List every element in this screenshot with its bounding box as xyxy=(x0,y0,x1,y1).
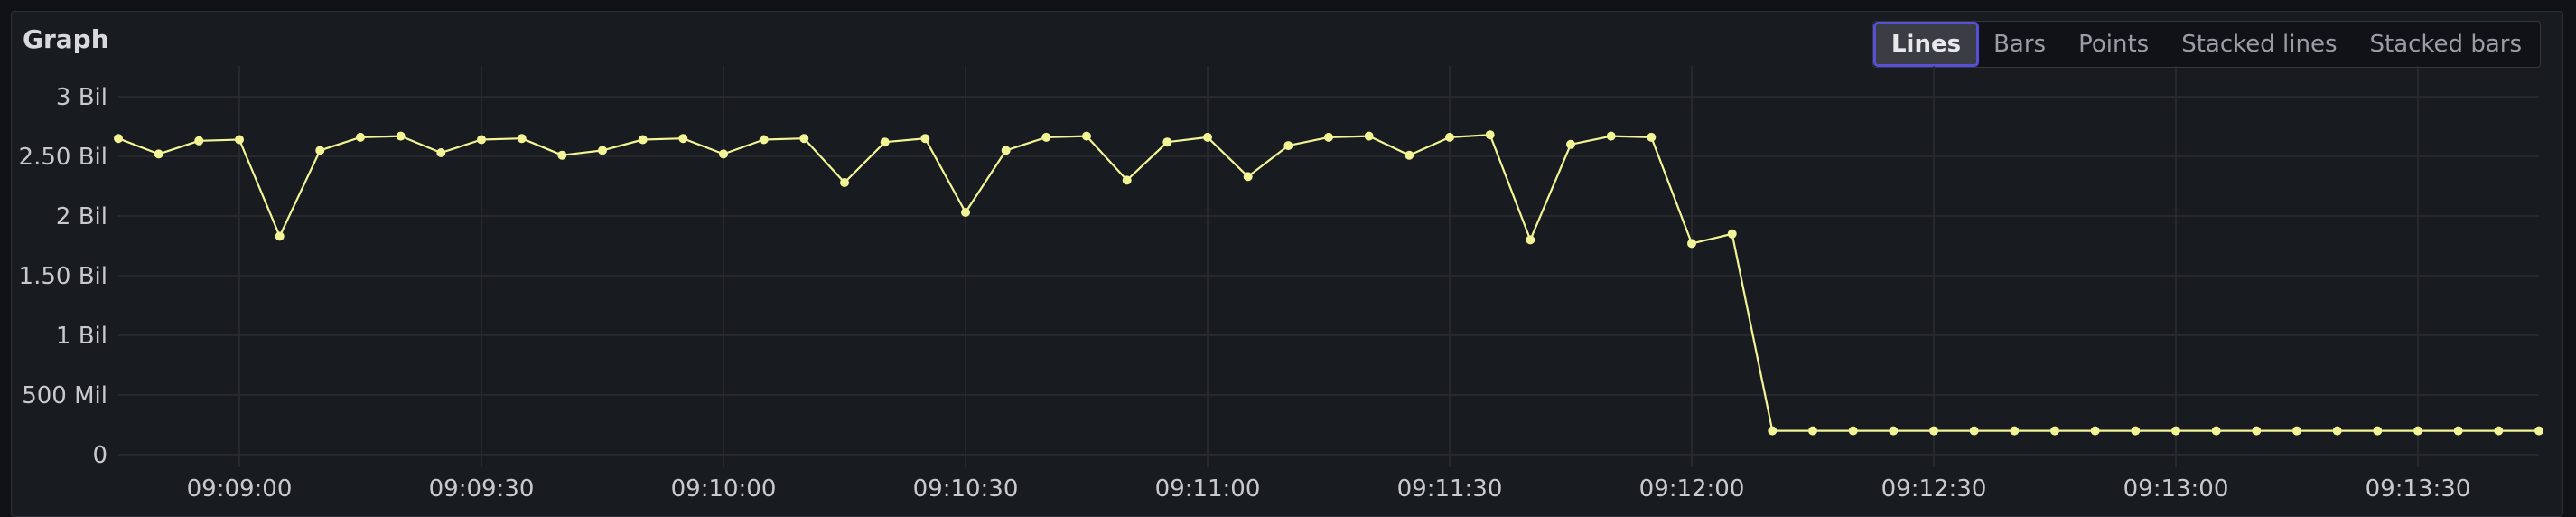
data-point xyxy=(436,148,446,157)
data-point xyxy=(1727,229,1737,239)
x-tick-label: 09:13:30 xyxy=(2366,475,2471,503)
x-tick-label: 09:13:00 xyxy=(2123,475,2229,503)
data-point xyxy=(1848,426,1858,436)
x-tick-label: 09:10:00 xyxy=(671,475,777,503)
x-tick-label: 09:09:30 xyxy=(429,475,535,503)
data-point xyxy=(1808,426,1817,436)
panel-title: Graph xyxy=(23,24,109,54)
y-tick-label: 2.50 Bil xyxy=(19,144,107,171)
data-point xyxy=(2131,426,2141,436)
data-point xyxy=(1485,130,1495,140)
data-point xyxy=(1243,172,1253,182)
data-point xyxy=(920,134,930,144)
data-point xyxy=(1283,141,1293,151)
x-tick-label: 09:10:30 xyxy=(913,475,1019,503)
data-point xyxy=(2090,426,2100,436)
data-point xyxy=(759,135,769,145)
data-point xyxy=(1001,146,1011,155)
data-point xyxy=(2010,426,2020,436)
data-point xyxy=(2413,426,2422,436)
line-chart: 0 500 Mil 1 Bil 1.50 Bil 2 Bil 2.50 Bil 3 Bil 0… xyxy=(19,66,2543,503)
data-point xyxy=(598,146,607,155)
data-point xyxy=(840,178,849,187)
data-point xyxy=(1768,426,1778,436)
data-point xyxy=(2373,426,2383,436)
data-point xyxy=(2252,426,2262,436)
data-point xyxy=(2534,426,2543,436)
toggle-bars-button[interactable]: Bars xyxy=(1993,31,2047,58)
data-point xyxy=(1162,137,1172,147)
toggle-stacked-bars-button[interactable]: Stacked bars xyxy=(2369,31,2523,58)
data-point xyxy=(2292,426,2301,436)
data-point xyxy=(517,134,527,144)
data-point xyxy=(719,149,728,159)
data-point xyxy=(356,132,365,142)
y-tick-label: 500 Mil xyxy=(22,382,107,409)
y-tick-label: 0 xyxy=(92,442,107,469)
data-point xyxy=(2332,426,2342,436)
data-point xyxy=(194,136,204,146)
data-point xyxy=(1082,131,1091,141)
data-point xyxy=(1969,426,1979,436)
visualization-type-toggle: Lines Bars Points Stacked lines Stacked … xyxy=(1871,21,2541,68)
data-point xyxy=(880,137,890,147)
x-tick-label: 09:12:00 xyxy=(1639,475,1745,503)
data-point xyxy=(1929,426,1938,436)
data-point xyxy=(2453,426,2463,436)
x-tick-label: 09:09:00 xyxy=(187,475,293,503)
x-tick-label: 09:11:00 xyxy=(1155,475,1261,503)
data-point xyxy=(1324,132,1333,142)
data-point xyxy=(2494,426,2504,436)
data-point xyxy=(557,150,567,160)
data-point xyxy=(1203,132,1212,142)
y-tick-label: 1.50 Bil xyxy=(19,263,107,290)
data-point xyxy=(1122,175,1132,185)
data-point xyxy=(1566,139,1575,149)
data-point xyxy=(1405,150,1414,160)
data-point xyxy=(275,231,285,241)
data-point xyxy=(961,208,970,217)
toggle-lines-button[interactable]: Lines xyxy=(1872,22,1980,67)
data-point xyxy=(2050,426,2059,436)
data-point xyxy=(315,146,325,155)
data-point xyxy=(799,134,809,144)
graph-panel: Graph Lines Bars Points Stacked lines St… xyxy=(11,11,2563,517)
data-point xyxy=(1889,426,1899,436)
data-point xyxy=(638,135,648,145)
data-point xyxy=(235,135,244,145)
data-point xyxy=(2211,426,2221,436)
data-point xyxy=(1606,131,1616,141)
data-point xyxy=(1526,235,1535,245)
y-tick-label: 3 Bil xyxy=(56,84,107,111)
toggle-points-button[interactable]: Points xyxy=(2078,31,2150,58)
toggle-stacked-lines-button[interactable]: Stacked lines xyxy=(2181,31,2338,58)
data-point xyxy=(2171,426,2180,436)
data-point xyxy=(1687,239,1696,249)
data-point xyxy=(678,134,688,144)
y-tick-label: 1 Bil xyxy=(56,323,107,350)
data-point xyxy=(114,134,123,144)
data-point xyxy=(477,135,486,145)
data-point xyxy=(1041,132,1051,142)
x-tick-label: 09:12:30 xyxy=(1881,475,1987,503)
data-point xyxy=(396,131,406,141)
data-point xyxy=(154,149,163,159)
x-tick-label: 09:11:30 xyxy=(1397,475,1503,503)
data-point xyxy=(1364,131,1374,141)
data-point xyxy=(1445,132,1454,142)
data-point xyxy=(1647,132,1657,142)
y-tick-label: 2 Bil xyxy=(56,203,107,230)
